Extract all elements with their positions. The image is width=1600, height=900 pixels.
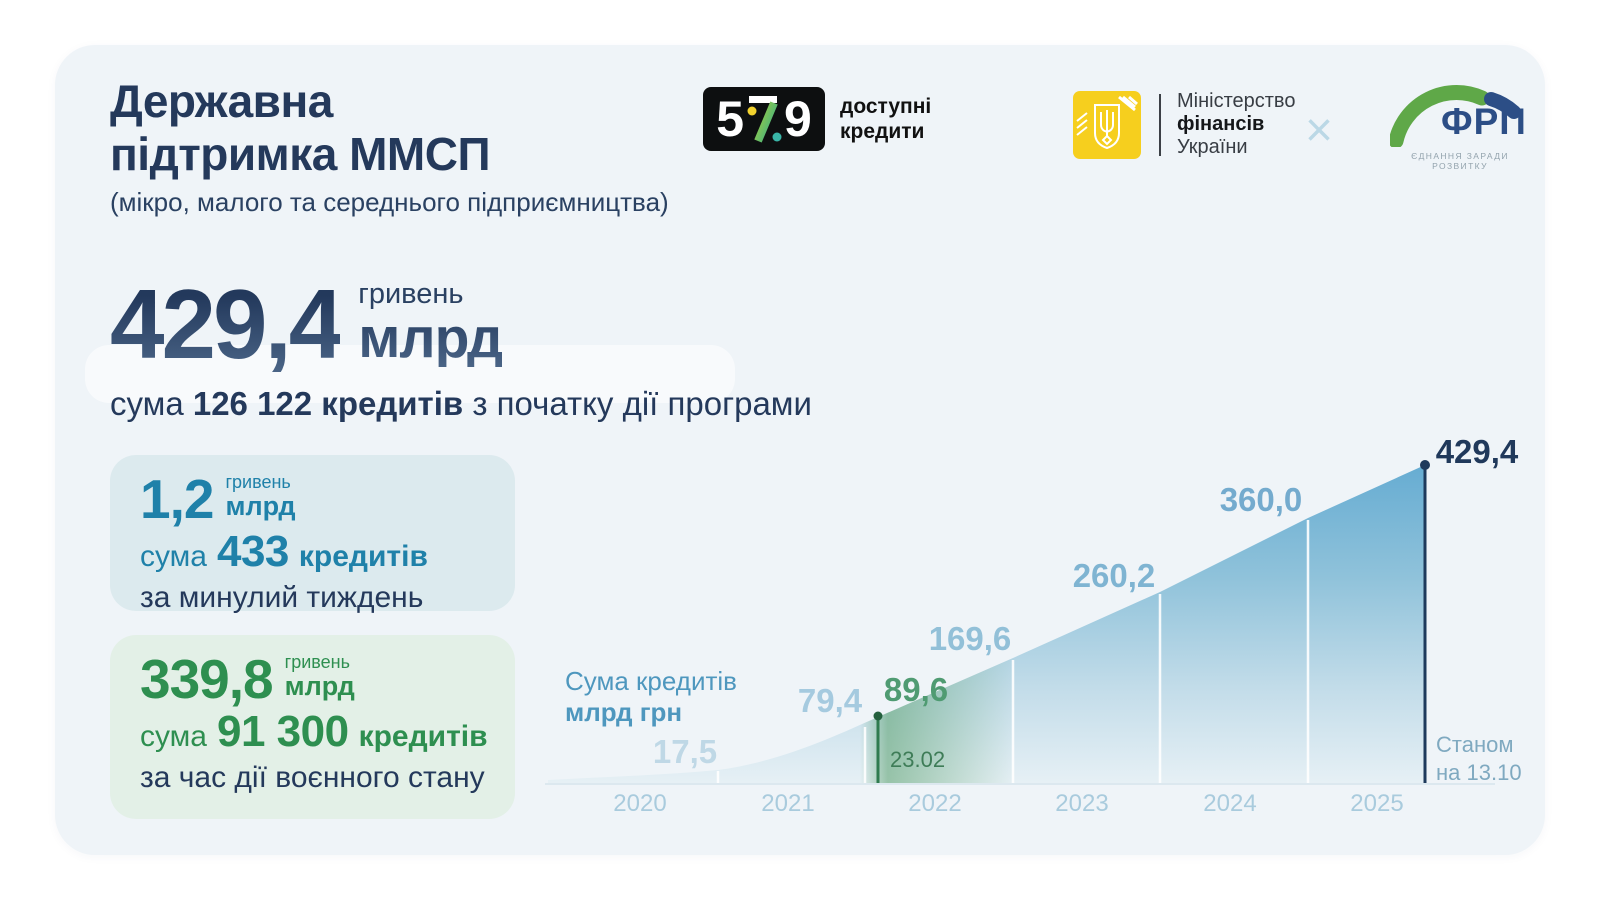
year-tick-2023: 2023 [1055, 790, 1109, 817]
latest-marker-line [1420, 460, 1430, 783]
week-value: 1,2 [140, 468, 214, 530]
cross-icon: × [1305, 104, 1334, 157]
page-title: Державна підтримка ММСП [110, 75, 491, 181]
war-period: за час дії воєнного стану [140, 761, 485, 794]
week-loans: сума 433 кредитів [140, 527, 428, 576]
value-label-2024: 360,0 [1219, 481, 1303, 518]
year-tick-2024: 2024 [1203, 790, 1257, 817]
value-label-2023: 260,2 [1072, 557, 1156, 594]
area-chart-plot [545, 460, 1495, 785]
war-start-date-label: 23.02 [890, 747, 946, 772]
war-start-tint [860, 465, 1015, 783]
year-tick-2021: 2021 [761, 790, 815, 817]
war-loans: сума 91 300 кредитів [140, 707, 488, 756]
logo-579: 5 9 доступні кредити [703, 87, 931, 151]
logo-579-box: 5 9 [703, 87, 825, 151]
value-label-war-start: 89,6 [883, 671, 949, 708]
page-subtitle: (мікро, малого та середнього підприємниц… [110, 187, 669, 217]
war-value: 339,8 [140, 648, 274, 710]
minfin-logo: Міністерство фінансів України [1073, 90, 1295, 159]
frp-name: ФРП [1441, 101, 1527, 142]
main-card: Державна підтримка ММСП (мікро, малого т… [55, 45, 1545, 855]
value-label-2021: 79,4 [797, 682, 863, 719]
logo-579-digit-9: 9 [784, 91, 812, 147]
minfin-caption: Міністерство фінансів України [1177, 90, 1296, 158]
year-separators [716, 520, 1310, 783]
value-label-2020: 17,5 [652, 733, 718, 770]
logo-579-digit-5: 5 [716, 91, 744, 147]
year-tick-2025: 2025 [1350, 790, 1404, 817]
area-series [548, 465, 1425, 783]
year-tick-2020: 2020 [613, 790, 667, 817]
year-tick-2022: 2022 [908, 790, 962, 817]
frp-arc-icon [1388, 85, 1521, 149]
hero-total-units: гривень млрд [358, 278, 503, 370]
hero-subline: сума 126 122 кредитів з початку дії прог… [110, 385, 812, 422]
hero-highlight-band [85, 345, 735, 403]
hero-total: 429,4 гривень млрд [110, 269, 503, 379]
value-label-latest: 429,4 [1435, 433, 1519, 470]
chart-axis-title: Сума кредитів млрд грн [565, 666, 737, 727]
stat-card-war: 339,8 гривень млрд сума 91 300 кредитів … [110, 635, 515, 819]
frp-logo: ФРП ЄДНАННЯ ЗАРАДИ РОЗВИТКУ [1385, 85, 1535, 171]
trident-icon [1073, 90, 1141, 159]
week-period: за минулий тиждень [140, 581, 424, 614]
war-start-marker-line [873, 711, 883, 783]
frp-tagline: ЄДНАННЯ ЗАРАДИ РОЗВИТКУ [1411, 151, 1509, 171]
page-title-line2: підтримка ММСП [110, 128, 491, 180]
logo-579-caption: доступні кредити [840, 95, 932, 143]
percent-seven-icon [747, 96, 782, 143]
as-of-label: Станом на 13.10 [1436, 732, 1522, 785]
hero-total-value: 429,4 [110, 269, 343, 379]
value-label-2022: 169,6 [928, 620, 1012, 657]
page-title-line1: Державна [110, 75, 333, 127]
loans-area-chart: Сума кредитів млрд грн 17,5 79,4 89,6 16… [545, 430, 1550, 840]
stat-card-week: 1,2 гривень млрд сума 433 кредитів за ми… [110, 455, 515, 614]
minfin-divider [1159, 93, 1161, 156]
